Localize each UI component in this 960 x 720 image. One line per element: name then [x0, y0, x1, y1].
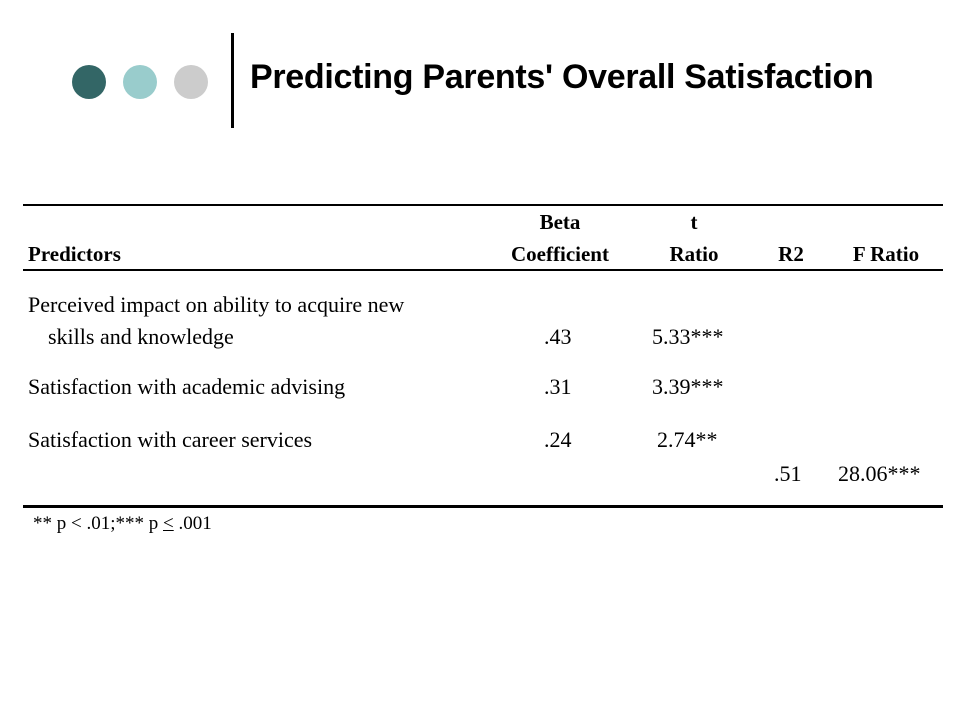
header-t-ratio: t Ratio	[650, 206, 738, 270]
header-t-line2: Ratio	[669, 242, 719, 266]
summary-f-ratio: 28.06***	[838, 461, 921, 486]
header-beta-line2: Coefficient	[511, 242, 609, 266]
row1-predictor-line1: Perceived impact on ability to acquire n…	[28, 292, 405, 317]
row3-predictor: Satisfaction with career services	[28, 427, 313, 452]
header-t-line1: t	[690, 210, 698, 234]
row3-t-ratio: 2.74**	[657, 427, 718, 452]
slide-title: Predicting Parents' Overall Satisfaction	[250, 58, 874, 96]
header-r2: R2	[778, 242, 804, 266]
significance-footnote: ** p < .01;*** p < .001	[33, 510, 212, 538]
row2-predictor: Satisfaction with academic advising	[28, 374, 346, 399]
decor-dot-light	[123, 65, 157, 99]
row1-beta: .43	[544, 324, 572, 349]
table-top-rule	[23, 204, 943, 206]
header-predictors: Predictors	[28, 242, 121, 266]
row1-predictor: Perceived impact on ability to acquire n…	[28, 289, 404, 353]
header-f-ratio: F Ratio	[852, 242, 920, 266]
summary-r2: .51	[774, 461, 802, 486]
table-bottom-rule	[23, 505, 943, 508]
footnote-part1: ** p < .01;*** p	[33, 513, 163, 534]
decor-dot-gray	[174, 65, 208, 99]
table-header-rule	[23, 269, 943, 271]
row2-t-ratio: 3.39***	[652, 374, 724, 399]
row1-t-ratio: 5.33***	[652, 324, 724, 349]
header-beta-line1: Beta	[539, 210, 581, 234]
footnote-part2: .001	[173, 513, 212, 534]
decor-dot-dark	[72, 65, 106, 99]
row1-predictor-line2: skills and knowledge	[48, 324, 234, 349]
header-beta-coefficient: Beta Coefficient	[490, 206, 630, 270]
row2-beta: .31	[544, 374, 572, 399]
row3-beta: .24	[544, 427, 572, 452]
title-divider	[231, 33, 234, 128]
footnote-le-symbol: <	[163, 513, 174, 534]
